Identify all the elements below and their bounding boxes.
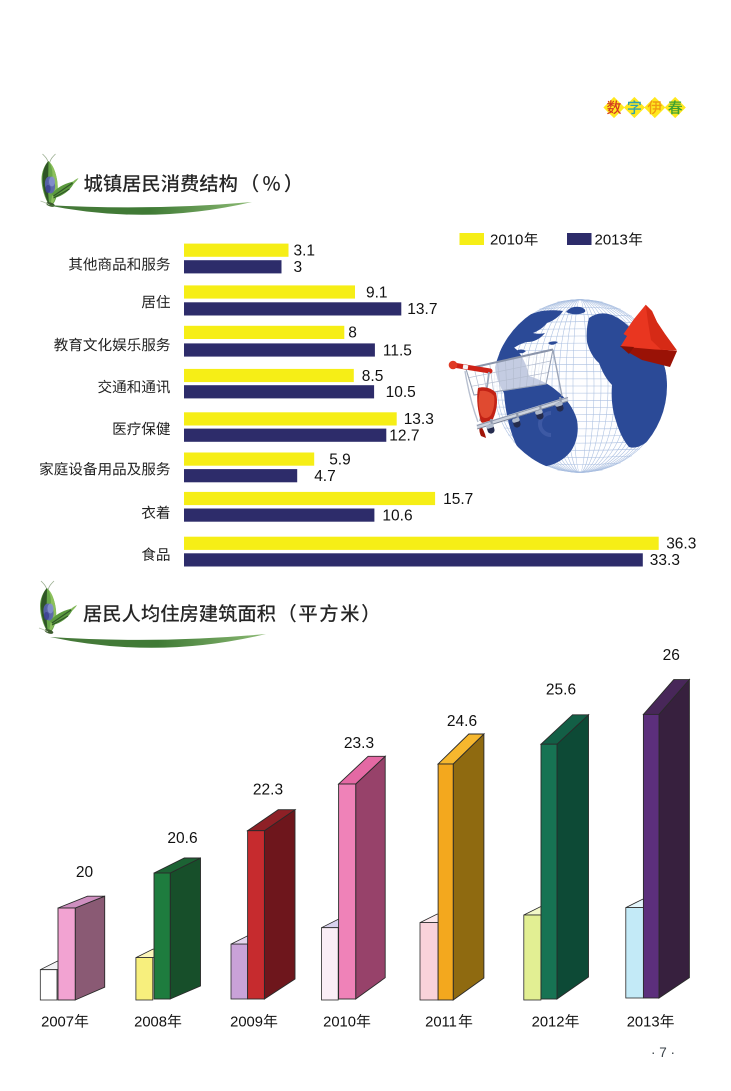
svg-text:23.3: 23.3 (344, 735, 374, 752)
svg-text:3.1: 3.1 (294, 243, 316, 260)
svg-text:8: 8 (348, 325, 357, 342)
svg-text:24.6: 24.6 (447, 713, 477, 730)
svg-text:12.7: 12.7 (389, 428, 419, 445)
svg-text:25.6: 25.6 (546, 682, 576, 699)
svg-text:4.7: 4.7 (314, 468, 336, 485)
svg-text:10.5: 10.5 (386, 384, 416, 401)
svg-text:22.3: 22.3 (253, 782, 283, 799)
svg-text:9.1: 9.1 (366, 284, 388, 301)
svg-text:2010: 2010 (490, 232, 523, 249)
svg-text:· 7 ·: · 7 · (651, 1045, 675, 1060)
svg-text:3: 3 (294, 259, 303, 276)
svg-text:2011: 2011 (425, 1015, 457, 1031)
svg-text:20: 20 (76, 864, 94, 881)
svg-text:15.7: 15.7 (443, 491, 473, 508)
svg-text:33.3: 33.3 (650, 552, 680, 569)
svg-text:2013: 2013 (627, 1015, 660, 1031)
svg-text:2010: 2010 (323, 1015, 356, 1031)
svg-text:13.3: 13.3 (404, 411, 434, 428)
svg-text:2007: 2007 (41, 1015, 74, 1031)
svg-text:8.5: 8.5 (362, 368, 384, 385)
svg-text:20.6: 20.6 (167, 830, 197, 847)
svg-text:26: 26 (663, 647, 680, 664)
svg-text:11.5: 11.5 (383, 342, 412, 359)
svg-text:2012: 2012 (532, 1015, 565, 1031)
svg-text:13.7: 13.7 (407, 301, 437, 318)
svg-text:36.3: 36.3 (666, 536, 696, 553)
svg-text:2009: 2009 (230, 1015, 263, 1031)
svg-text:2008: 2008 (134, 1015, 167, 1031)
svg-text:5.9: 5.9 (329, 451, 351, 468)
svg-text:10.6: 10.6 (382, 507, 412, 524)
svg-text:2013: 2013 (595, 232, 628, 249)
